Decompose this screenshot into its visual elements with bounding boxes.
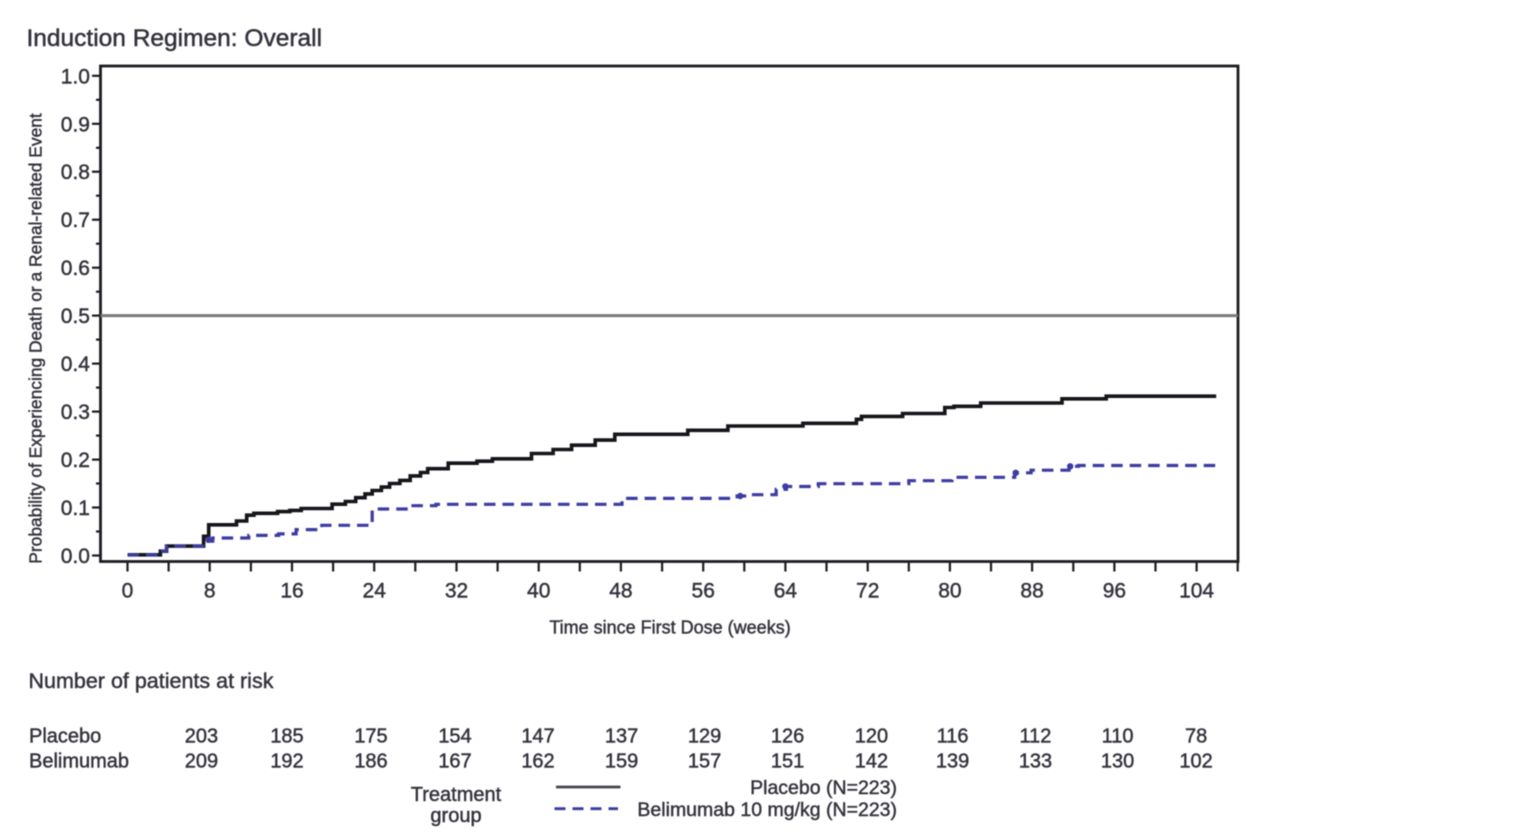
svg-text:Placebo: Placebo — [29, 726, 101, 748]
svg-text:147: 147 — [521, 726, 554, 748]
svg-text:209: 209 — [185, 751, 218, 773]
svg-text:157: 157 — [688, 751, 721, 773]
svg-text:162: 162 — [521, 751, 554, 773]
svg-text:130: 130 — [1101, 751, 1134, 773]
svg-text:154: 154 — [438, 726, 471, 748]
svg-text:64: 64 — [774, 580, 798, 603]
svg-text:0.4: 0.4 — [61, 353, 91, 376]
svg-text:96: 96 — [1103, 580, 1126, 603]
svg-text:48: 48 — [609, 580, 632, 603]
svg-text:203: 203 — [185, 726, 218, 748]
svg-text:159: 159 — [605, 751, 638, 773]
svg-text:32: 32 — [445, 580, 468, 603]
svg-text:0.0: 0.0 — [61, 545, 90, 568]
svg-text:40: 40 — [527, 580, 550, 603]
svg-text:110: 110 — [1102, 726, 1134, 748]
svg-text:112: 112 — [1020, 726, 1052, 748]
svg-text:72: 72 — [856, 580, 879, 603]
svg-text:24: 24 — [363, 580, 387, 603]
svg-text:Belimumab 10 mg/kg (N=223): Belimumab 10 mg/kg (N=223) — [637, 799, 897, 821]
svg-text:104: 104 — [1179, 580, 1214, 603]
svg-text:0.1: 0.1 — [61, 497, 90, 520]
svg-text:group: group — [430, 805, 481, 827]
svg-text:151: 151 — [771, 751, 804, 773]
svg-text:0.7: 0.7 — [61, 209, 90, 232]
svg-text:186: 186 — [354, 751, 387, 773]
svg-text:56: 56 — [692, 580, 715, 603]
svg-text:192: 192 — [270, 751, 303, 773]
svg-text:175: 175 — [354, 726, 387, 748]
svg-text:Probability of Experiencing De: Probability of Experiencing Death or a R… — [26, 113, 46, 564]
svg-text:137: 137 — [605, 726, 638, 748]
svg-text:80: 80 — [938, 580, 961, 603]
svg-text:0.8: 0.8 — [61, 161, 90, 184]
svg-text:120: 120 — [855, 726, 888, 748]
svg-text:116: 116 — [937, 726, 969, 748]
svg-text:126: 126 — [771, 726, 804, 748]
svg-text:88: 88 — [1020, 580, 1043, 603]
svg-text:78: 78 — [1185, 726, 1207, 748]
svg-text:0.9: 0.9 — [61, 113, 90, 136]
svg-text:0.5: 0.5 — [61, 305, 90, 328]
svg-text:0.6: 0.6 — [61, 257, 90, 280]
svg-text:Number of patients at risk: Number of patients at risk — [29, 669, 274, 693]
svg-text:185: 185 — [270, 726, 303, 748]
svg-text:Placebo (N=223): Placebo (N=223) — [750, 777, 897, 799]
svg-text:8: 8 — [204, 580, 216, 603]
svg-text:133: 133 — [1019, 751, 1052, 773]
svg-text:139: 139 — [936, 751, 969, 773]
svg-text:129: 129 — [688, 726, 721, 748]
svg-text:Belimumab: Belimumab — [29, 751, 129, 773]
svg-text:0: 0 — [122, 580, 134, 603]
svg-text:1.0: 1.0 — [61, 65, 90, 88]
svg-text:16: 16 — [280, 580, 303, 603]
svg-text:167: 167 — [438, 751, 471, 773]
svg-text:Time since First Dose (weeks): Time since First Dose (weeks) — [549, 618, 790, 638]
svg-text:142: 142 — [855, 751, 888, 773]
svg-text:0.3: 0.3 — [61, 401, 90, 424]
svg-text:0.2: 0.2 — [61, 449, 90, 472]
svg-text:Treatment: Treatment — [411, 784, 502, 806]
svg-text:102: 102 — [1179, 751, 1212, 773]
